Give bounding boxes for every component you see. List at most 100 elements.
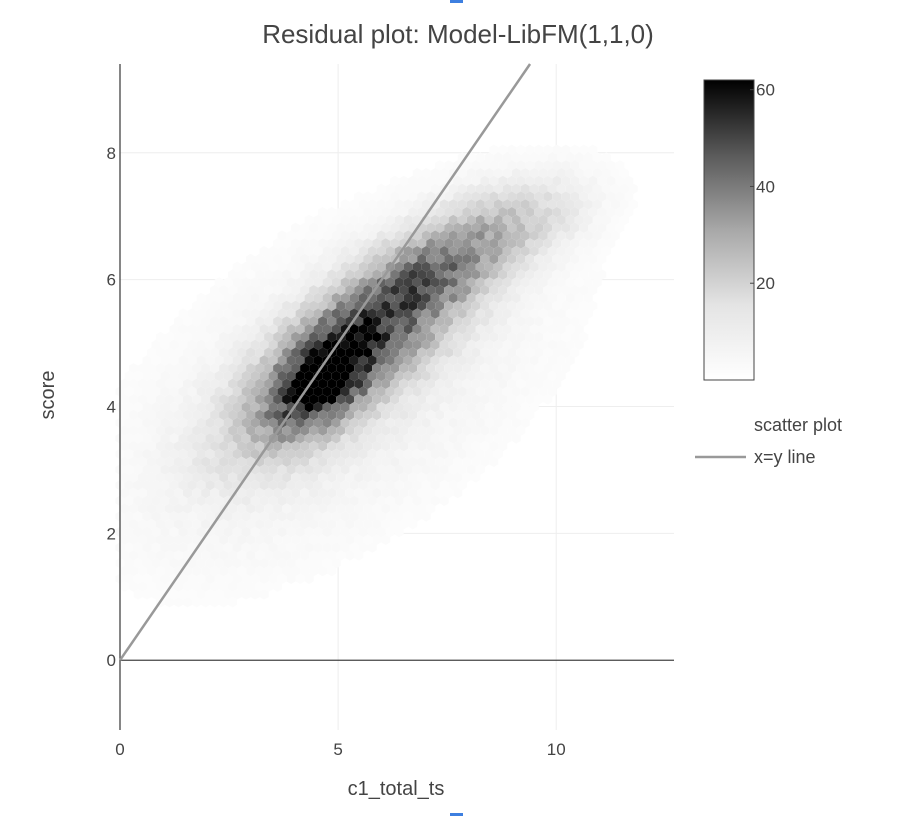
hexbin-cell	[466, 292, 476, 304]
hexbin-cell	[376, 214, 386, 226]
hexbin-cell	[192, 316, 202, 327]
hexbin-cell	[183, 503, 193, 514]
hexbin-cell	[511, 214, 521, 226]
hexbin-cell	[390, 222, 400, 233]
hexbin-cell	[376, 324, 386, 335]
hexbin-cell	[304, 214, 314, 226]
hexbin-cell	[430, 339, 440, 350]
hexbin-cell	[237, 487, 247, 499]
hexbin-cell	[489, 269, 499, 280]
hexbin-cell	[372, 503, 382, 514]
hexbin-cell	[439, 246, 449, 257]
hexbin-cell	[129, 378, 138, 389]
hexbin-cell	[345, 456, 355, 467]
hexbin-cell	[597, 269, 607, 280]
hexbin-cell	[529, 246, 539, 257]
hexbin-cell	[367, 261, 377, 272]
hexbin-cell	[448, 246, 458, 257]
hexbin-cell	[525, 222, 535, 233]
hexbin-cell	[151, 573, 161, 584]
hexbin-cell	[165, 363, 174, 374]
hexbin-cell	[552, 363, 562, 374]
hexbin-cell	[327, 378, 337, 389]
hexbin-cell	[205, 386, 215, 397]
hexbin-cell	[417, 347, 427, 358]
hexbin-cell	[282, 472, 292, 483]
hexbin-cell	[147, 456, 156, 467]
hexbin-cell	[376, 292, 386, 304]
hexbin-cell	[183, 456, 193, 467]
hexbin-cell	[475, 448, 485, 460]
hexbin-cell	[237, 503, 247, 514]
hexbin-cell	[457, 480, 467, 491]
hexbin-cell	[268, 386, 278, 397]
hexbin-cell	[223, 526, 233, 538]
hexbin-cell	[457, 339, 467, 350]
hexbin-cell	[327, 565, 337, 577]
hexbin-cell	[327, 363, 337, 374]
hexbin-cell	[457, 261, 467, 272]
hexbin-cell	[237, 300, 247, 311]
hexbin-cell	[259, 573, 269, 584]
hexbin-cell	[489, 378, 499, 389]
hexbin-cell	[489, 363, 499, 374]
hexbin-cell	[372, 300, 382, 311]
hexbin-cell	[156, 425, 165, 436]
hexbin-cell	[390, 175, 400, 187]
hexbin-cell	[430, 261, 440, 272]
hexbin-cell	[466, 277, 476, 288]
hexbin-cell	[160, 386, 170, 397]
hexbin-cell	[439, 277, 449, 288]
hexbin-cell	[516, 285, 526, 296]
hexbin-cell	[448, 230, 458, 241]
hexbin-cell	[457, 168, 467, 179]
hexbin-cell	[187, 464, 197, 475]
hexbin-cell	[565, 261, 575, 272]
hexbin-cell	[331, 386, 341, 397]
hexbin-cell	[385, 480, 395, 491]
hexbin-cell	[394, 277, 404, 288]
hexbin-cell	[453, 269, 463, 280]
hexbin-cell	[178, 370, 188, 382]
x-axis-title: c1_total_ts	[348, 778, 445, 800]
hexbin-cell	[408, 363, 418, 374]
hexbin-cell	[273, 487, 283, 499]
hexbin-cell	[489, 425, 499, 436]
hexbin-cell	[295, 370, 305, 382]
hexbin-cell	[246, 300, 256, 311]
hexbin-cell	[493, 261, 503, 272]
hexbin-cell	[336, 503, 346, 514]
hexbin-cell	[183, 519, 193, 530]
hexbin-cell	[273, 253, 283, 265]
hexbin-cell	[232, 277, 242, 288]
hexbin-cell	[300, 519, 310, 530]
hexbin-cell	[493, 152, 503, 163]
hexbin-cell	[264, 347, 274, 358]
hexbin-cell	[372, 347, 382, 358]
hexbin-cell	[268, 417, 278, 428]
hexbin-cell	[291, 534, 301, 545]
hexbin-cell	[259, 324, 269, 335]
hexbin-cell	[322, 542, 332, 553]
hexbin-cell	[507, 191, 517, 202]
hexbin-cell	[462, 363, 472, 374]
hexbin-cell	[421, 261, 431, 272]
hexbin-cell	[327, 253, 337, 265]
hexbin-cell	[435, 175, 445, 187]
hexbin-cell	[543, 191, 553, 202]
hexbin-cell	[349, 480, 359, 491]
hexbin-cell	[291, 331, 301, 343]
hexbin-cell	[385, 464, 395, 475]
hexbin-cell	[178, 495, 188, 506]
hexbin-cell	[358, 542, 368, 553]
hexbin-cell	[201, 363, 211, 374]
hexbin-cell	[336, 222, 346, 233]
hexbin-cell	[381, 472, 391, 483]
hexbin-cell	[232, 355, 242, 366]
hexbin-cell	[588, 253, 598, 265]
hexbin-cell	[543, 347, 553, 358]
hexbin-cell	[480, 347, 490, 358]
hexbin-cell	[498, 363, 508, 374]
hexbin-cell	[165, 519, 174, 530]
hexbin-cell	[534, 394, 544, 405]
